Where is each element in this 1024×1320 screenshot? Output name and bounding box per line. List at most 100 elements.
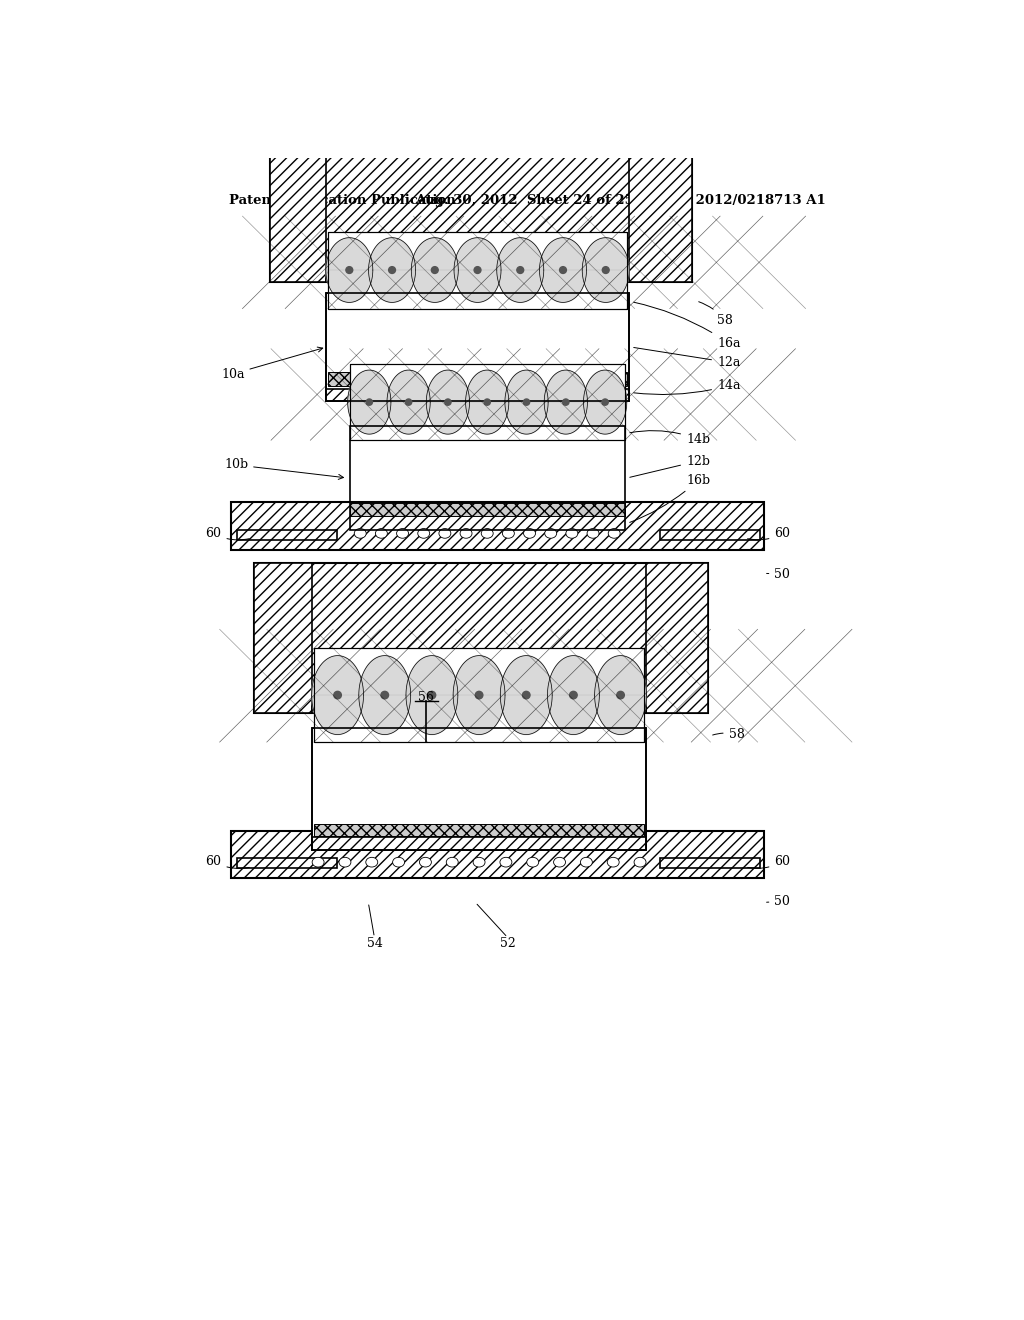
Polygon shape — [348, 403, 391, 434]
Polygon shape — [358, 656, 411, 696]
Circle shape — [523, 399, 529, 405]
Polygon shape — [501, 656, 552, 696]
Polygon shape — [501, 696, 552, 734]
Ellipse shape — [634, 857, 646, 867]
Bar — [312, 729, 646, 850]
Polygon shape — [583, 238, 629, 271]
Text: US 2012/0218713 A1: US 2012/0218713 A1 — [670, 194, 825, 207]
Bar — [646, 562, 708, 713]
Polygon shape — [595, 656, 646, 696]
Circle shape — [569, 692, 578, 698]
Text: 16a: 16a — [634, 302, 740, 350]
Polygon shape — [454, 656, 505, 696]
Text: 58: 58 — [713, 727, 744, 741]
Text: 10b: 10b — [224, 458, 343, 479]
Circle shape — [522, 692, 530, 698]
Polygon shape — [326, 238, 373, 271]
Bar — [231, 502, 764, 549]
Polygon shape — [544, 370, 588, 403]
Circle shape — [562, 399, 569, 405]
Polygon shape — [412, 238, 459, 271]
Polygon shape — [466, 403, 509, 434]
Bar — [328, 231, 627, 309]
Circle shape — [406, 399, 412, 405]
Polygon shape — [426, 370, 470, 403]
Bar — [349, 364, 625, 441]
Bar — [328, 231, 627, 309]
Text: 16b: 16b — [630, 474, 710, 523]
Bar — [312, 837, 646, 850]
Text: 10a: 10a — [221, 347, 323, 380]
Polygon shape — [548, 656, 599, 696]
Bar — [349, 364, 625, 441]
Text: 50: 50 — [767, 568, 791, 581]
Bar — [254, 562, 312, 713]
Polygon shape — [454, 271, 501, 302]
Polygon shape — [454, 238, 501, 271]
Polygon shape — [406, 696, 458, 734]
Bar — [659, 529, 761, 540]
Ellipse shape — [554, 857, 565, 867]
Ellipse shape — [481, 528, 494, 539]
Polygon shape — [326, 271, 373, 302]
Text: 12a: 12a — [634, 347, 740, 370]
Circle shape — [559, 267, 566, 273]
Circle shape — [484, 399, 490, 405]
Text: 14b: 14b — [630, 430, 710, 446]
Polygon shape — [548, 696, 599, 734]
Bar — [349, 413, 625, 426]
Bar — [327, 271, 629, 281]
Polygon shape — [595, 696, 646, 734]
Ellipse shape — [339, 857, 351, 867]
Bar — [349, 503, 625, 516]
Ellipse shape — [566, 528, 578, 539]
Bar — [314, 648, 644, 742]
Ellipse shape — [503, 528, 514, 539]
Ellipse shape — [439, 528, 451, 539]
Bar — [314, 648, 644, 742]
Ellipse shape — [446, 857, 458, 867]
Polygon shape — [584, 403, 627, 434]
Ellipse shape — [396, 528, 409, 539]
Text: 60: 60 — [748, 527, 791, 540]
Text: Aug. 30, 2012  Sheet 24 of 25: Aug. 30, 2012 Sheet 24 of 25 — [416, 194, 634, 207]
Text: 52: 52 — [500, 606, 516, 619]
Text: 60: 60 — [748, 855, 791, 869]
Bar — [231, 830, 764, 878]
Polygon shape — [544, 403, 588, 434]
Polygon shape — [311, 656, 364, 696]
Bar — [629, 150, 692, 281]
Ellipse shape — [460, 528, 472, 539]
Text: 50: 50 — [767, 895, 791, 908]
Circle shape — [616, 692, 625, 698]
Polygon shape — [466, 370, 509, 403]
Circle shape — [346, 267, 352, 273]
Ellipse shape — [545, 528, 557, 539]
Ellipse shape — [587, 528, 599, 539]
Bar — [327, 293, 629, 401]
Text: 54: 54 — [367, 606, 382, 619]
Ellipse shape — [354, 528, 367, 539]
Polygon shape — [426, 403, 470, 434]
Ellipse shape — [418, 528, 430, 539]
Ellipse shape — [473, 857, 485, 867]
Bar — [254, 562, 708, 713]
Polygon shape — [412, 271, 459, 302]
Bar — [328, 281, 627, 294]
Text: FIG. 24B: FIG. 24B — [463, 657, 587, 684]
Bar — [270, 150, 692, 281]
Polygon shape — [454, 696, 505, 734]
Circle shape — [428, 692, 435, 698]
Ellipse shape — [500, 857, 512, 867]
Bar — [312, 729, 646, 850]
Text: 60: 60 — [206, 527, 249, 540]
Text: FIG. 24A: FIG. 24A — [463, 234, 587, 260]
Circle shape — [381, 692, 388, 698]
Text: 52: 52 — [500, 937, 516, 950]
Polygon shape — [369, 238, 416, 271]
Ellipse shape — [376, 528, 387, 539]
Ellipse shape — [607, 857, 620, 867]
Text: 58: 58 — [698, 302, 733, 326]
Ellipse shape — [366, 857, 378, 867]
Circle shape — [475, 692, 483, 698]
